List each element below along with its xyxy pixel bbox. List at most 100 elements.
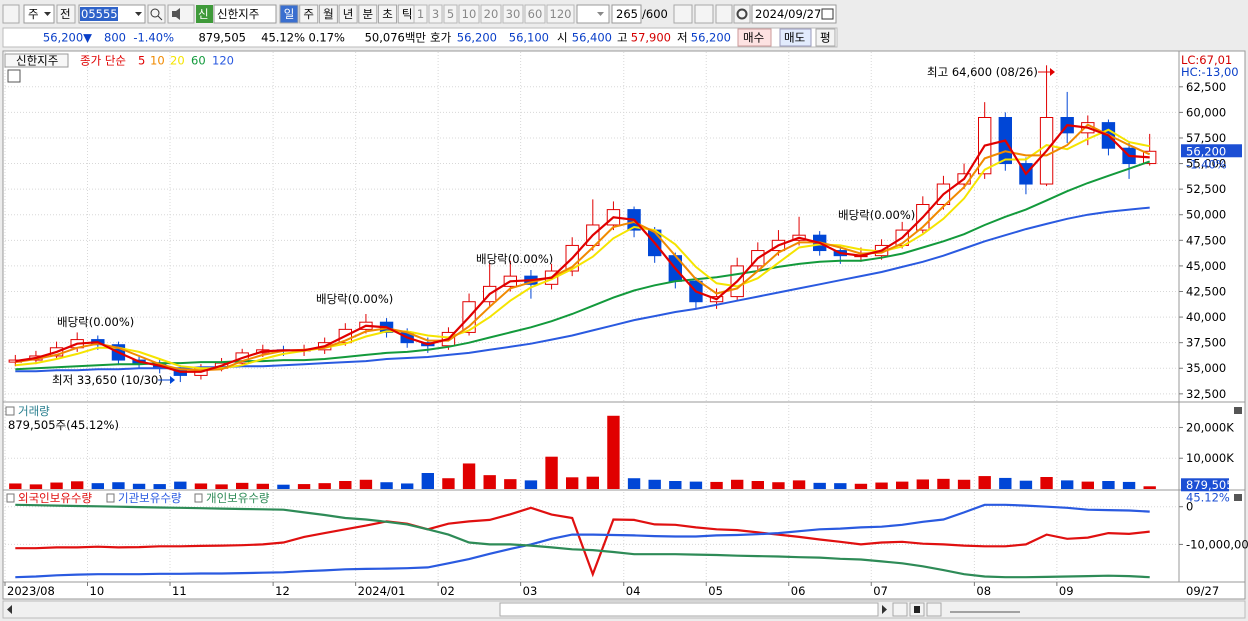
gear-icon — [736, 8, 748, 20]
interval-button[interactable] — [546, 4, 575, 24]
period-button[interactable] — [299, 4, 319, 24]
volume-bar — [586, 476, 599, 489]
change: 800 — [104, 31, 126, 45]
volume-bar — [483, 475, 496, 489]
period-button[interactable] — [318, 4, 338, 24]
menu-button[interactable] — [2, 4, 20, 24]
interval-button[interactable] — [458, 4, 480, 24]
volume-bar — [215, 484, 228, 489]
moving-average — [15, 128, 1150, 370]
settings-button[interactable] — [733, 4, 751, 24]
period-button[interactable] — [338, 4, 358, 24]
nav-button[interactable] — [892, 602, 908, 617]
extra-select[interactable] — [576, 4, 610, 24]
volume-bar — [132, 483, 146, 489]
period-label: 분 — [363, 7, 374, 21]
quote-bar — [2, 27, 838, 48]
save-button[interactable] — [715, 4, 733, 24]
x-tick-label: 08 — [976, 584, 991, 598]
volume-bar — [29, 484, 43, 489]
volume-bar — [916, 479, 929, 489]
y-tick-label: 60,000 — [1186, 105, 1226, 119]
scroll-thumb[interactable] — [499, 602, 879, 617]
code-selection — [80, 7, 118, 21]
tool-button[interactable] — [694, 4, 714, 24]
avg-button[interactable] — [815, 28, 836, 47]
legend-icon — [106, 493, 115, 503]
ask: 56,200 — [457, 31, 497, 45]
annotation: 배당락(0.00%) — [57, 315, 134, 329]
volume-bar — [813, 482, 826, 489]
prev-button[interactable] — [56, 4, 76, 24]
volume-bar — [71, 481, 84, 489]
buy-button[interactable] — [737, 28, 772, 47]
scroll-left[interactable] — [7, 605, 12, 614]
x-tick-label: 02 — [440, 584, 455, 598]
annotation: 배당락(0.00%) — [838, 208, 915, 222]
panel-close[interactable] — [1234, 407, 1242, 414]
interval-button[interactable] — [443, 4, 458, 24]
x-tick-label: 2024/01 — [358, 584, 406, 598]
dropdown-arrow — [44, 12, 51, 16]
sound-button[interactable] — [167, 4, 195, 24]
holding-line — [15, 506, 1150, 578]
badge-text: 신 — [198, 7, 209, 21]
scroll-right[interactable] — [882, 605, 887, 614]
volume-bar — [277, 484, 290, 489]
volume-bar — [792, 480, 806, 489]
y-tick-label: -10,000,000 — [1186, 537, 1248, 551]
calc-icon[interactable] — [7, 69, 21, 83]
interval-button[interactable] — [502, 4, 524, 24]
volume-bar — [112, 482, 125, 489]
interval-button[interactable] — [524, 4, 546, 24]
volume-bar — [669, 481, 682, 489]
moving-average — [15, 124, 1150, 373]
legend-entry: 60 — [191, 54, 206, 68]
last-volume: 879,505 — [1186, 478, 1234, 492]
low: 56,200 — [691, 31, 731, 45]
low-label: 저 — [677, 31, 688, 45]
sound-icon — [172, 8, 180, 20]
period-label: 주 — [303, 7, 314, 21]
moving-average — [15, 160, 1151, 371]
period-button[interactable] — [358, 4, 378, 24]
search-button[interactable] — [147, 4, 166, 24]
volume-bar — [1122, 481, 1136, 489]
count-input[interactable] — [611, 4, 642, 24]
grid: 32,500 35,000 37,500 40,000 42,500 45,000 47,5… — [4, 52, 1248, 581]
tool-button[interactable] — [673, 4, 693, 24]
plot — [8, 65, 1157, 579]
high-label: 고 — [617, 31, 628, 45]
date-input[interactable] — [751, 4, 837, 24]
interval-button[interactable] — [480, 4, 502, 24]
buy-label: 매수 — [743, 31, 764, 45]
interval-button[interactable] — [428, 4, 443, 24]
interval-button[interactable] — [413, 4, 428, 24]
legend-icon — [6, 493, 15, 503]
volume-bar — [648, 479, 661, 489]
lc-label: LC:67,01 — [1181, 53, 1232, 67]
panel-icon[interactable] — [5, 406, 15, 416]
panel-close[interactable] — [1234, 494, 1242, 501]
price: 56,200▼ — [43, 31, 92, 45]
volume-bar — [50, 482, 63, 489]
x-tick-label: 03 — [523, 584, 538, 598]
period-button[interactable] — [378, 4, 397, 24]
volume-bar — [731, 479, 744, 489]
volume-bar — [834, 483, 847, 489]
min-annotation: 최저 33,650 (10/30) — [52, 373, 163, 387]
period-button[interactable] — [279, 4, 299, 24]
market-select[interactable] — [23, 4, 55, 24]
nav-button[interactable] — [926, 602, 942, 617]
interval-label: 10 — [462, 7, 477, 21]
y-tick-label: 57,500 — [1186, 131, 1226, 145]
volume-bar — [401, 483, 414, 489]
interval-label: 20 — [484, 7, 499, 21]
x-tick-label: 11 — [172, 584, 187, 598]
period-label: 일 — [284, 7, 295, 21]
sell-button[interactable] — [779, 28, 812, 47]
volume-bar — [442, 478, 455, 489]
volume-bar — [462, 463, 476, 489]
volume-bar — [710, 481, 723, 489]
volume-bar — [339, 481, 352, 489]
